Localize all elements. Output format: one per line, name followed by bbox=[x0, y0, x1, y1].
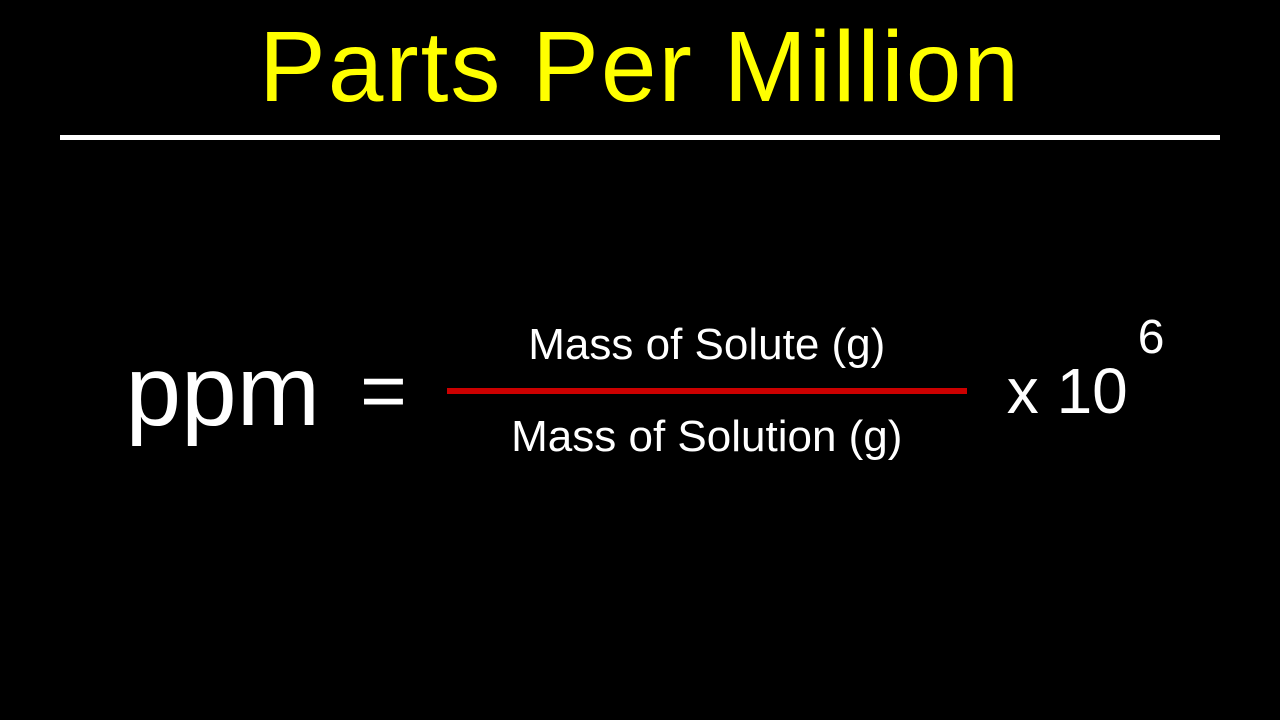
equals-sign: = bbox=[360, 345, 407, 437]
fraction: Mass of Solute (g) Mass of Solution (g) bbox=[447, 320, 967, 462]
multiplier: x 106 bbox=[1007, 354, 1155, 428]
multiplier-base: x 10 bbox=[1007, 355, 1128, 427]
title-underline bbox=[60, 135, 1220, 140]
slide-title: Parts Per Million bbox=[0, 0, 1280, 125]
formula-container: ppm = Mass of Solute (g) Mass of Solutio… bbox=[0, 320, 1280, 462]
formula-lhs: ppm bbox=[126, 334, 321, 449]
fraction-numerator: Mass of Solute (g) bbox=[528, 320, 885, 388]
exponent: 6 bbox=[1138, 311, 1165, 364]
fraction-denominator: Mass of Solution (g) bbox=[511, 394, 902, 462]
